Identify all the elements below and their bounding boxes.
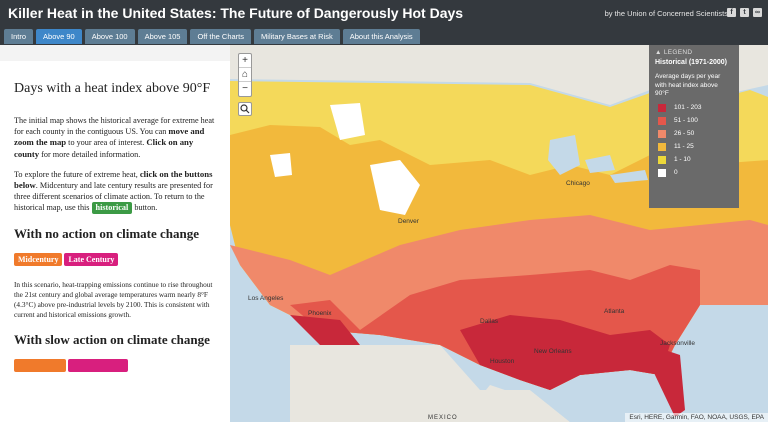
legend-swatch <box>658 168 666 177</box>
tab-above-105[interactable]: Above 105 <box>137 29 188 44</box>
search-icon <box>240 104 250 114</box>
legend-swatch <box>658 103 666 112</box>
tab-above-90[interactable]: Above 90 <box>36 29 82 44</box>
legend-panel: ▲ LEGEND Historical (1971-2000) Average … <box>649 45 739 208</box>
map-view[interactable]: Houston New Orleans Dallas Atlanta Chica… <box>230 45 768 422</box>
no-action-buttons: Midcentury Late Century <box>14 253 218 267</box>
legend-item: 0 <box>658 168 739 177</box>
sidebar: Days with a heat index above 90°F The in… <box>0 45 230 422</box>
label-dallas: Dallas <box>480 318 499 325</box>
label-houston: Houston <box>490 358 515 365</box>
legend-item: 1 - 10 <box>658 155 739 164</box>
tab-military-bases[interactable]: Military Bases at Risk <box>254 29 340 44</box>
legend-item: 101 - 203 <box>658 103 739 112</box>
slow-action-heading: With slow action on climate change <box>14 332 210 348</box>
deep-red-zone <box>460 315 670 390</box>
map-place-labels: Houston New Orleans Dallas Atlanta Chica… <box>248 180 695 421</box>
legend-description: Average days per year with heat index ab… <box>655 73 721 97</box>
home-button[interactable]: ⌂ <box>239 68 251 82</box>
social-links: f t ∞ <box>727 8 762 17</box>
top-bar: Killer Heat in the United States: The Fu… <box>0 0 768 28</box>
search-button[interactable] <box>238 102 252 116</box>
late-century-button[interactable]: Late Century <box>64 253 119 267</box>
legend-item: 26 - 50 <box>658 129 739 138</box>
canada-land <box>230 45 768 105</box>
tab-bar: Intro Above 90 Above 100 Above 105 Off t… <box>0 28 768 45</box>
midcentury-button[interactable]: Midcentury <box>14 253 63 267</box>
no-action-description: In this scenario, heat-trapping emission… <box>14 280 213 320</box>
tab-intro[interactable]: Intro <box>4 29 34 44</box>
legend-item: 11 - 25 <box>658 142 739 151</box>
legend-swatch <box>658 116 666 125</box>
legend-swatch <box>658 129 666 138</box>
byline: by the Union of Concerned Scientists <box>604 9 728 18</box>
facebook-icon[interactable]: f <box>727 8 736 17</box>
heat-map: Houston New Orleans Dallas Atlanta Chica… <box>230 45 768 422</box>
link-icon[interactable]: ∞ <box>753 8 762 17</box>
app-title: Killer Heat in the United States: The Fu… <box>8 5 464 21</box>
slow-midcentury-button[interactable] <box>14 359 66 373</box>
mountain-zero-days <box>370 160 420 215</box>
explore-paragraph: To explore the future of extreme heat, c… <box>14 168 213 215</box>
label-new-orleans: New Orleans <box>534 348 572 355</box>
label-phoenix: Phoenix <box>308 310 332 317</box>
slow-late-century-button[interactable] <box>68 359 128 373</box>
label-jacksonville: Jacksonville <box>660 340 695 347</box>
legend-header[interactable]: ▲ LEGEND <box>655 49 693 56</box>
map-attribution: Esri, HERE, Garmin, FAO, NOAA, USGS, EPA <box>625 413 768 422</box>
label-denver: Denver <box>398 218 420 225</box>
no-action-heading: With no action on climate change <box>14 226 200 242</box>
historical-button[interactable]: historical <box>91 202 133 215</box>
zoom-in-button[interactable]: + <box>239 54 251 68</box>
intro-paragraph: The initial map shows the historical ave… <box>14 116 215 159</box>
label-mexico: MEXICO <box>428 415 458 421</box>
twitter-icon[interactable]: t <box>740 8 749 17</box>
sidebar-title: Days with a heat index above 90°F <box>14 81 211 96</box>
label-chicago: Chicago <box>566 180 590 187</box>
label-atlanta: Atlanta <box>604 308 625 315</box>
legend-swatch <box>658 155 666 164</box>
tab-about-analysis[interactable]: About this Analysis <box>342 29 420 44</box>
legend-item: 51 - 100 <box>658 116 739 125</box>
label-los-angeles: Los Angeles <box>248 295 284 302</box>
tab-off-the-charts[interactable]: Off the Charts <box>190 29 252 44</box>
legend-swatch <box>658 142 666 151</box>
tab-above-100[interactable]: Above 100 <box>84 29 135 44</box>
slow-action-buttons <box>14 359 218 373</box>
florida-region <box>650 345 685 417</box>
zoom-out-button[interactable]: − <box>242 83 248 94</box>
great-lakes <box>548 135 580 175</box>
zoom-controls: + ⌂ − <box>238 53 252 97</box>
legend-title: Historical (1971-2000) <box>655 59 727 66</box>
